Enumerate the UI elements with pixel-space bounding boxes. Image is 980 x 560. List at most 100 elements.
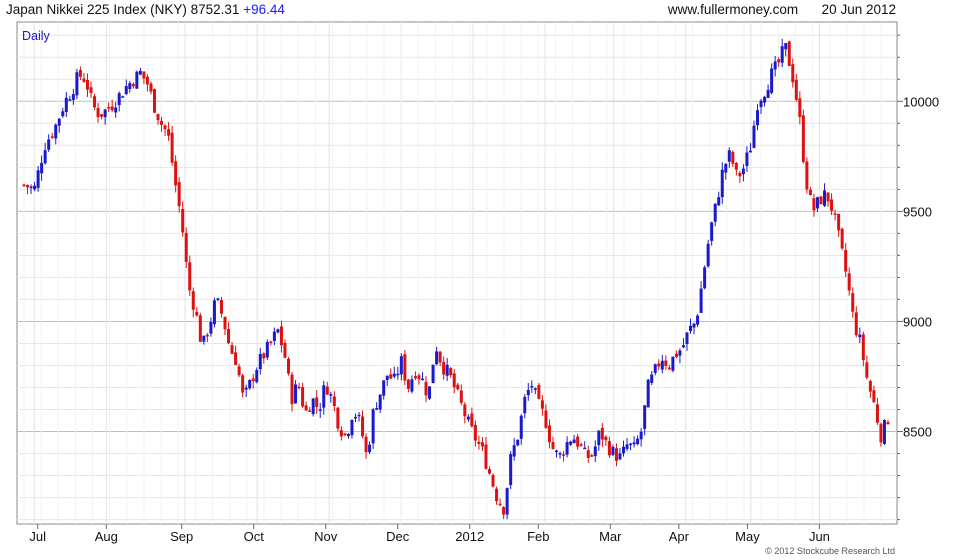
candle-body [459,390,463,403]
candle-body [752,125,756,148]
candle [512,438,516,461]
candle-body [875,404,879,423]
candle-body [473,424,477,441]
candle [791,58,795,88]
candle [322,380,326,415]
candle [279,320,283,353]
candle-body [579,444,583,446]
candle-body [826,192,830,202]
candle [57,118,61,133]
candle [107,102,111,113]
candle [255,367,259,384]
candle-body [29,186,33,189]
candle-body [657,363,661,367]
candle-body [569,441,573,445]
candle [195,306,199,317]
candle [385,375,389,387]
candle-body [167,129,171,136]
candle-body [720,169,724,198]
candle [516,439,520,447]
candle-body [216,298,220,300]
source-site[interactable]: www.fullermoney.com [667,2,799,17]
candle-body [544,410,548,428]
candle [248,379,252,390]
candle [801,109,805,164]
candle-body [636,438,640,445]
candle-body [230,345,234,354]
candle-body [286,358,290,374]
candle [787,40,791,67]
candle [484,436,488,470]
candle [272,327,276,346]
candle [819,195,823,205]
candle-body [33,185,37,190]
candle-body [431,364,435,384]
candle-body [547,425,551,443]
candle-body [727,150,731,162]
candle [689,318,693,334]
candle [371,407,375,449]
candle [572,434,576,444]
candle-body [830,199,834,211]
candle [336,406,340,432]
candle-body [696,315,700,325]
candle [646,378,650,408]
candle-body [491,475,495,487]
candle-body [879,423,883,443]
candle [265,339,269,361]
candle-body [713,203,717,222]
candle-body [40,162,44,174]
x-tick-label: Sep [170,529,193,544]
candle [406,378,410,393]
candle [346,432,350,439]
candle [121,95,125,98]
candle-body [389,374,393,379]
candle-body [315,397,319,408]
candle-body [805,161,809,190]
candle-body [163,125,167,130]
candle-body [837,213,841,231]
candle-body [184,233,188,262]
candle-body [85,79,89,90]
candle-body [470,413,474,427]
candle [209,317,213,337]
candle-body [823,190,827,206]
candle [868,379,872,398]
candle [583,441,587,450]
candle [696,314,700,328]
candle [692,322,696,335]
candle [191,287,195,318]
candle-body [209,322,213,334]
candle-body [198,315,202,342]
candle [40,155,44,181]
candle-body [819,196,823,205]
candle-body [244,387,248,390]
candle [389,368,393,380]
candle [174,155,178,193]
candle-body [590,455,594,457]
candle-body [484,444,488,469]
candle [526,382,530,401]
candle-body [593,446,597,457]
candle-body [865,362,869,378]
candle-body [420,378,424,381]
candle-body [480,442,484,447]
candle-body [43,150,47,164]
candle-body [629,443,633,446]
x-tick-label: Dec [386,529,410,544]
candle-body [174,161,178,186]
candle-body [212,300,216,325]
candle [459,384,463,406]
y-tick-label: 8500 [903,425,932,440]
candle [350,419,354,439]
candle-body [382,380,386,396]
candle [706,239,710,268]
candle-body [371,409,375,444]
candle-series [22,38,890,520]
candle-body [808,189,812,195]
candle-body [770,68,774,93]
candle-body [107,107,111,109]
candle [198,312,202,342]
candle-body [283,342,287,358]
candle [364,433,368,459]
